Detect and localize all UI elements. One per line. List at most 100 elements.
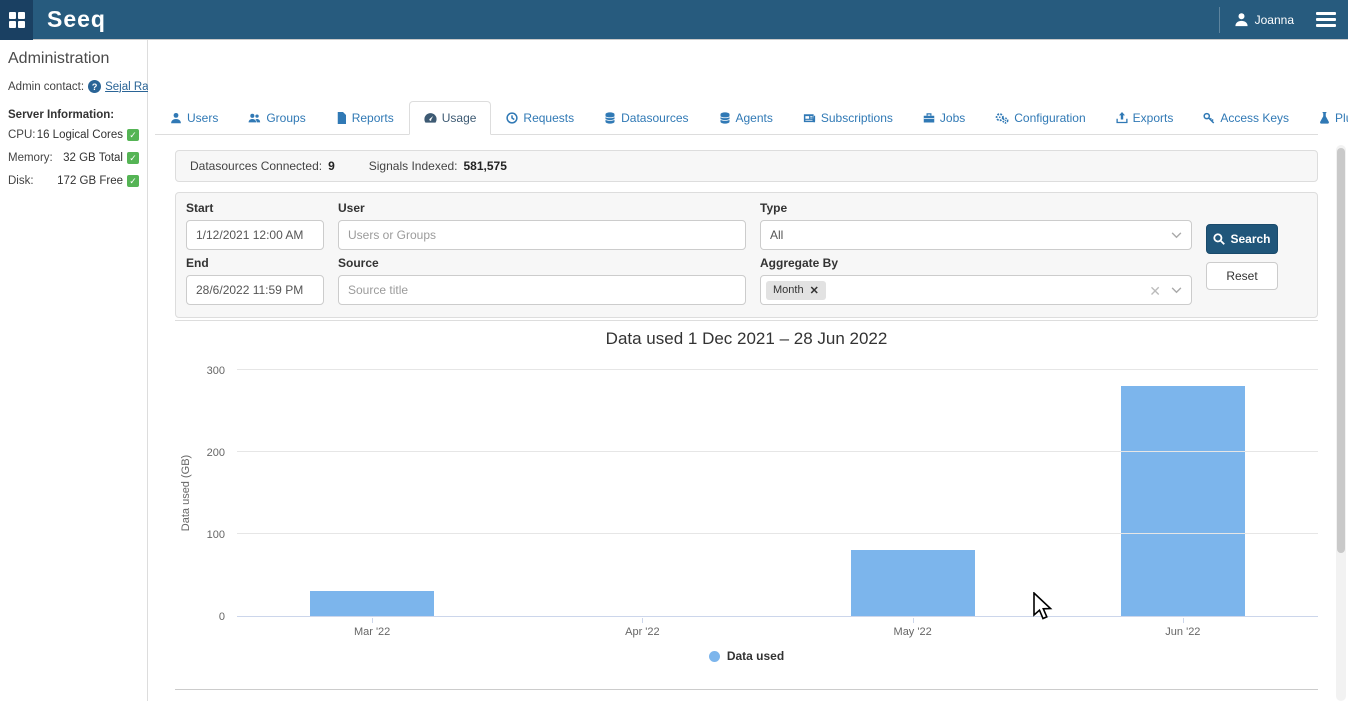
admin-contact-label: Admin contact:	[8, 80, 85, 93]
vertical-scrollbar-thumb[interactable]	[1337, 148, 1345, 553]
help-icon[interactable]: ?	[88, 80, 102, 93]
briefcase-icon	[923, 113, 935, 123]
tab-jobs[interactable]: Jobs	[908, 101, 980, 135]
x-axis-line	[237, 616, 1318, 617]
key-icon	[1203, 112, 1215, 124]
x-axis-labels: Mar '22 Apr '22 May '22 Jun '22	[237, 618, 1318, 638]
database-icon	[605, 112, 615, 124]
start-label: Start	[186, 201, 214, 215]
disk-value: 172 GB Free	[57, 175, 123, 187]
filter-panel: Start User Type All S	[175, 192, 1318, 318]
group-icon	[248, 113, 261, 123]
page-title: Administration	[8, 50, 110, 67]
search-icon	[1213, 233, 1226, 245]
chevron-down-icon	[1171, 287, 1182, 294]
tab-subscriptions[interactable]: Subscriptions	[788, 101, 908, 135]
bar-slots	[237, 370, 1318, 616]
cpu-ok-check-icon: ✓	[127, 129, 139, 141]
server-info-heading: Server Information:	[8, 109, 115, 121]
datasources-connected-value: 9	[328, 159, 335, 173]
export-icon	[1116, 112, 1128, 124]
usage-chart: Data used 1 Dec 2021 – 28 Jun 2022 Data …	[175, 320, 1318, 690]
end-datetime-input[interactable]	[186, 275, 324, 305]
aggregate-by-label: Aggregate By	[760, 256, 839, 270]
chart-title: Data used 1 Dec 2021 – 28 Jun 2022	[605, 329, 888, 348]
tab-requests[interactable]: Requests	[491, 101, 589, 135]
end-label: End	[186, 256, 209, 270]
tab-access-keys[interactable]: Access Keys	[1188, 101, 1304, 135]
tab-usage[interactable]: Usage	[408, 101, 492, 135]
stats-bar: Datasources Connected: 9 Signals Indexed…	[175, 150, 1318, 182]
top-navbar: Seeq Joanna	[0, 0, 1348, 40]
server-info-memory: Memory: 32 GB Total ✓	[8, 152, 139, 164]
server-info-disk: Disk: 172 GB Free ✓	[8, 175, 139, 187]
tab-users[interactable]: Users	[155, 101, 233, 135]
reset-button[interactable]: Reset	[1206, 262, 1278, 290]
history-icon	[506, 112, 519, 124]
flask-icon	[1320, 112, 1329, 124]
user-icon	[171, 112, 181, 124]
disk-ok-check-icon: ✓	[127, 175, 139, 187]
agents-database-icon	[719, 112, 730, 124]
bar-May '22	[850, 550, 975, 616]
admin-contact-row: Admin contact: ? Sejal Raval	[8, 80, 163, 93]
gears-icon	[995, 113, 1009, 124]
report-file-icon	[337, 112, 346, 124]
chevron-down-icon	[1171, 232, 1182, 239]
legend-label: Data used	[726, 649, 785, 663]
mouse-cursor	[1033, 592, 1053, 620]
main-content: Users Groups Reports Usage Requests Data…	[148, 40, 1348, 701]
tab-plugins[interactable]: Plugins	[1304, 101, 1348, 135]
vertical-scrollbar-track	[1336, 145, 1346, 701]
newspaper-icon	[803, 114, 815, 123]
cpu-value: 16 Logical Cores	[36, 129, 123, 141]
signals-indexed-value: 581,575	[463, 159, 507, 173]
aggregate-tag-label: Month	[773, 284, 804, 296]
search-button[interactable]: Search	[1206, 224, 1278, 254]
source-input[interactable]	[338, 275, 746, 305]
y-axis-ticks: 0 100 200 300	[206, 365, 225, 623]
tab-configuration[interactable]: Configuration	[980, 101, 1100, 135]
disk-label: Disk:	[8, 175, 34, 187]
type-selected-value: All	[770, 228, 784, 242]
user-name: Joanna	[1254, 12, 1294, 27]
hamburger-menu-button[interactable]	[1316, 12, 1336, 27]
memory-ok-check-icon: ✓	[127, 152, 139, 164]
type-select[interactable]: All	[760, 220, 1192, 250]
grid-icon	[8, 11, 25, 28]
tab-reports[interactable]: Reports	[321, 101, 409, 135]
type-label: Type	[760, 201, 788, 215]
memory-value: 32 GB Total	[63, 152, 123, 164]
datasources-connected-label: Datasources Connected:	[190, 159, 323, 173]
legend-item-data-used[interactable]: Data used	[175, 649, 1318, 663]
user-menu-button[interactable]: Joanna	[1234, 12, 1294, 27]
signals-indexed-label: Signals Indexed:	[368, 159, 458, 173]
start-datetime-input[interactable]	[186, 220, 324, 250]
seeq-logo: Seeq	[47, 6, 106, 32]
user-label: User	[338, 201, 365, 215]
aggregate-by-multiselect[interactable]: Month ✕ ✕	[760, 275, 1192, 305]
admin-tab-bar: Users Groups Reports Usage Requests Data…	[155, 100, 1348, 135]
chart-plot	[237, 369, 1318, 617]
bar-Mar '22	[310, 591, 435, 616]
tab-exports[interactable]: Exports	[1101, 101, 1189, 135]
aggregate-tag-month: Month ✕	[766, 280, 826, 300]
tab-datasources[interactable]: Datasources	[589, 101, 703, 135]
usage-gauge-icon	[424, 113, 437, 123]
server-info-cpu: CPU: 16 Logical Cores ✓	[8, 129, 139, 141]
navbar-divider	[1218, 6, 1220, 33]
user-search-input[interactable]	[338, 220, 746, 250]
tab-groups[interactable]: Groups	[233, 101, 320, 135]
sidebar: Administration Admin contact: ? Sejal Ra…	[0, 40, 163, 701]
app-switcher-button[interactable]	[0, 0, 33, 40]
user-icon	[1235, 13, 1248, 27]
clear-selection-icon[interactable]: ✕	[1149, 283, 1161, 299]
source-label: Source	[338, 256, 379, 270]
legend-marker-icon	[708, 650, 720, 662]
remove-tag-icon[interactable]: ✕	[809, 284, 819, 297]
memory-label: Memory:	[8, 152, 53, 164]
cpu-label: CPU:	[8, 129, 36, 141]
bar-Jun '22	[1120, 386, 1245, 616]
tab-agents[interactable]: Agents	[704, 101, 788, 135]
